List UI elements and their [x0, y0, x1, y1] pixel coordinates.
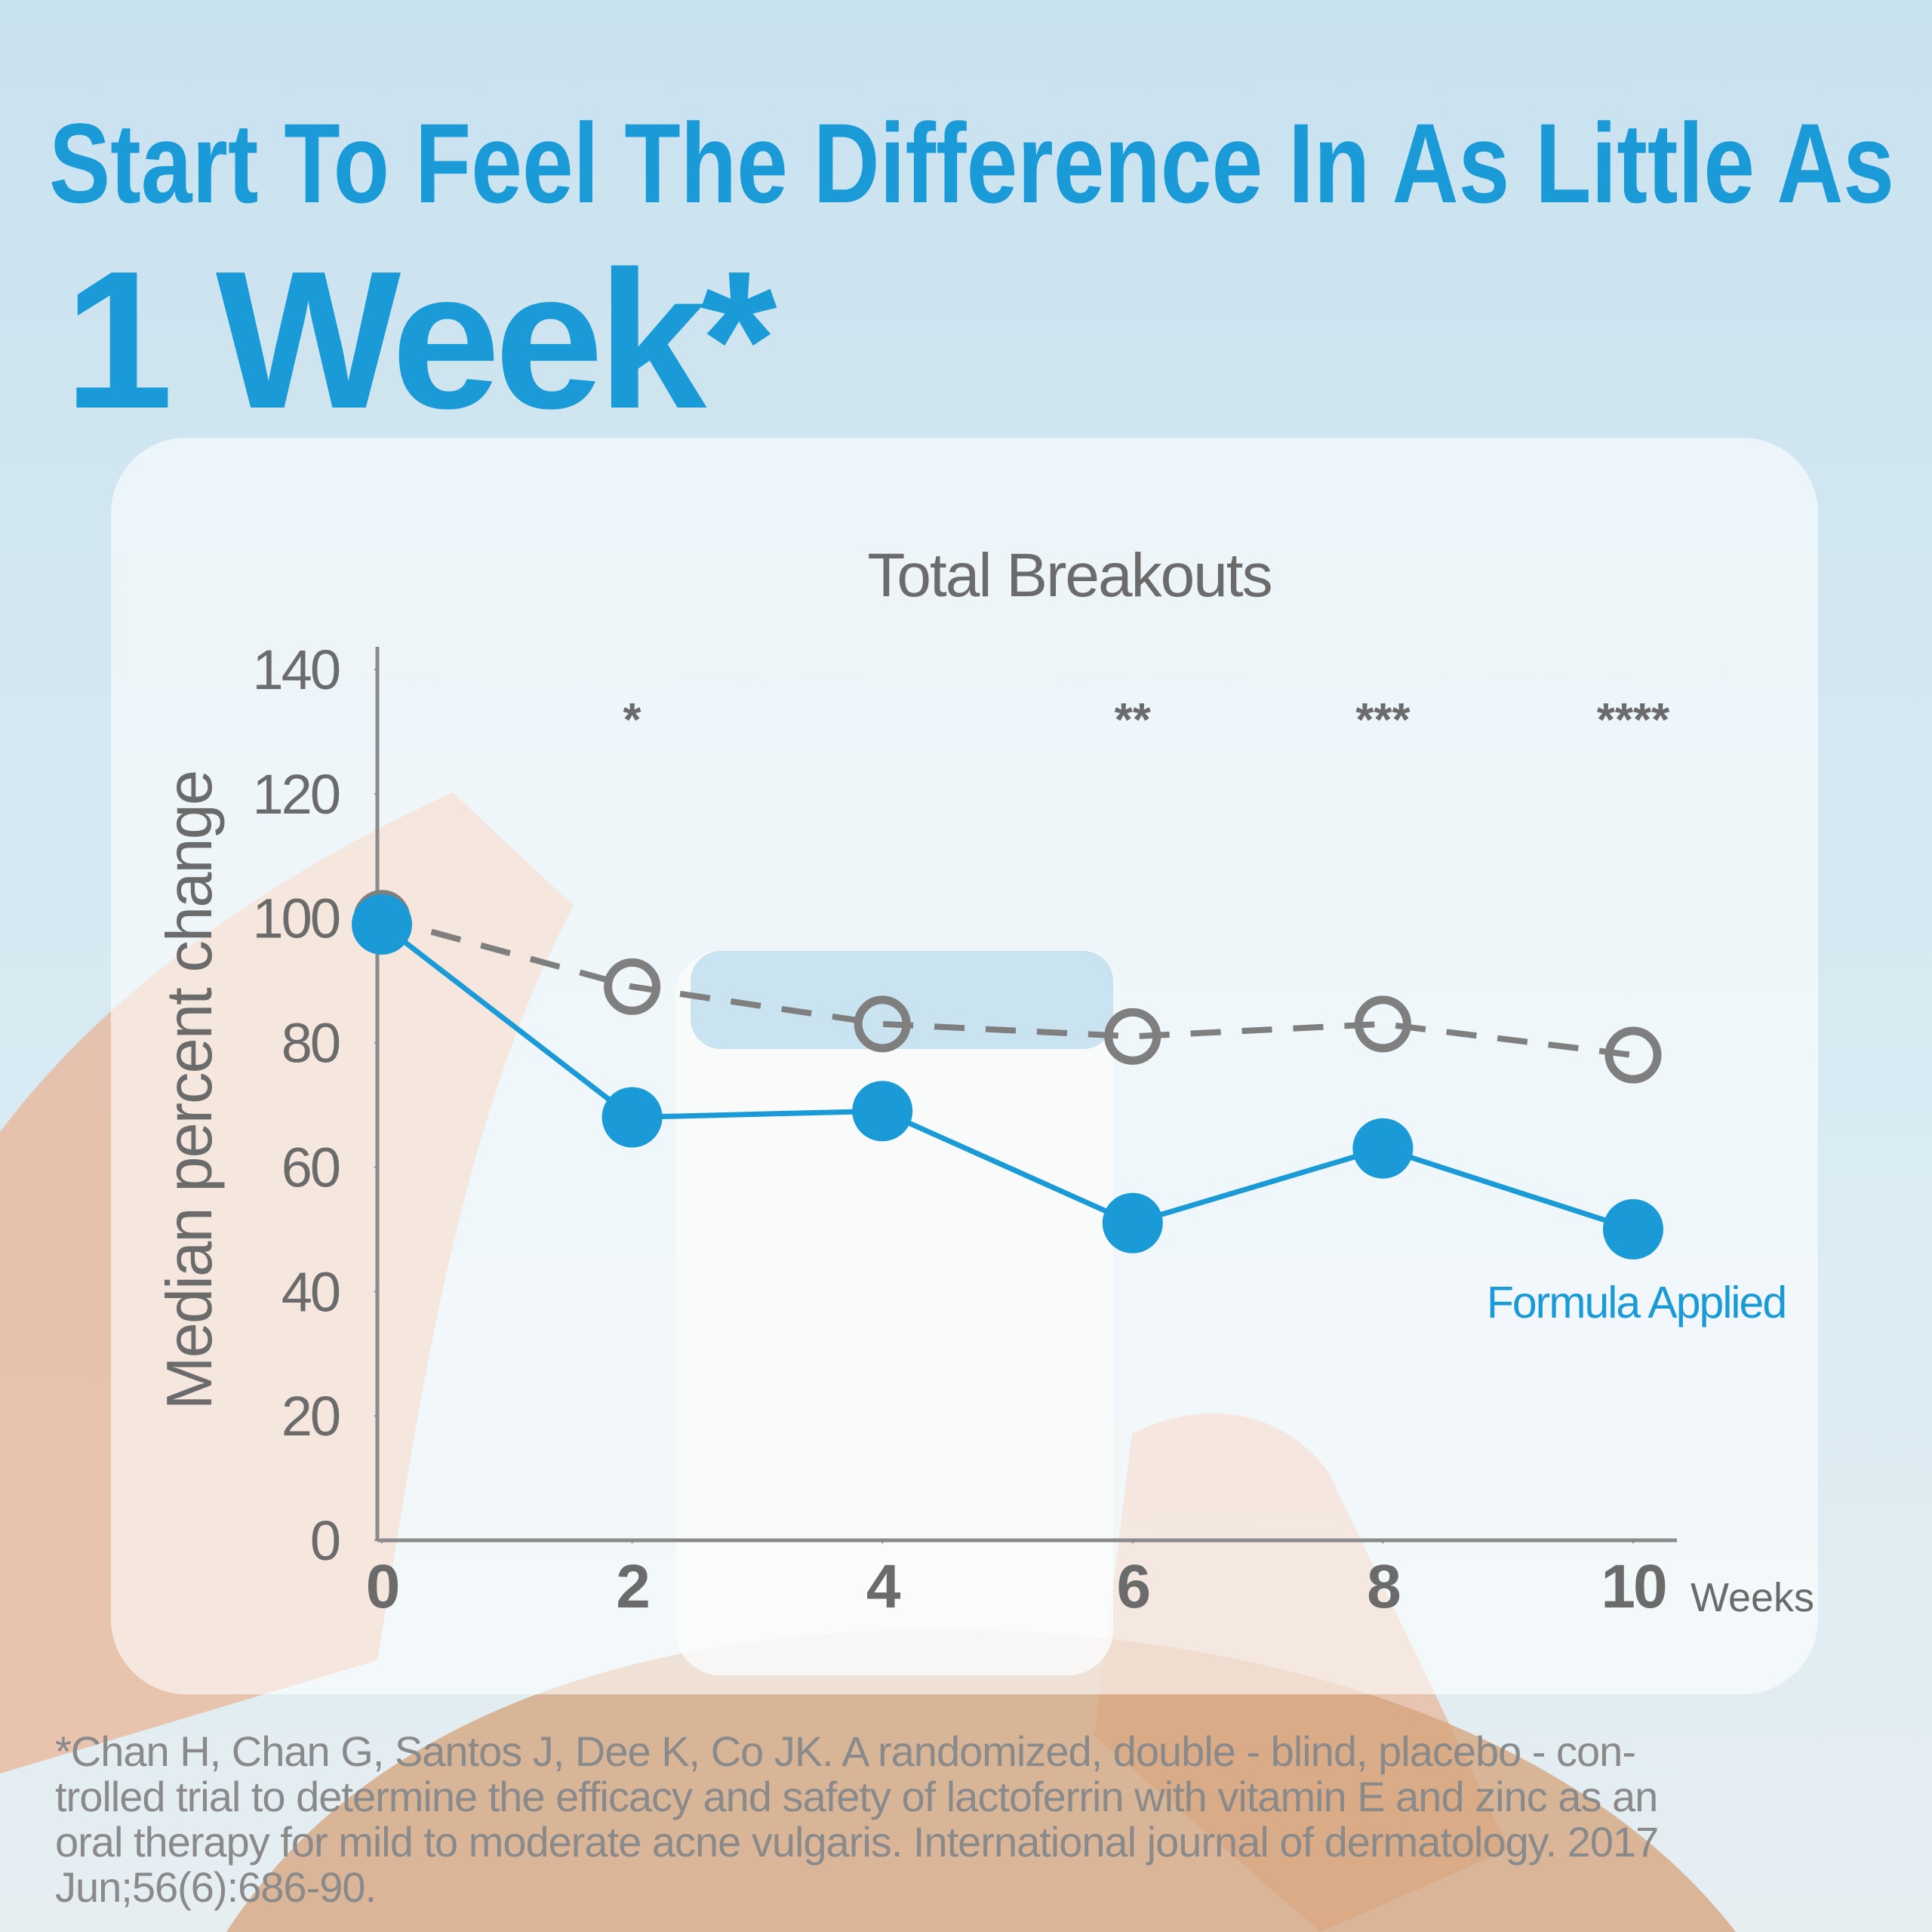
significance-mark: ****: [1597, 694, 1670, 746]
series-marker: [1104, 1008, 1161, 1065]
series-marker: [1604, 1026, 1662, 1084]
footnote-line: Jun;56(6):686-90.: [55, 1863, 376, 1911]
y-tick-label: 140: [253, 638, 340, 701]
chart-panel: [111, 438, 1818, 1694]
x-tick-label: 8: [1367, 1552, 1400, 1621]
significance-mark: ***: [1355, 694, 1411, 746]
series-label: Formula Applied: [1487, 1278, 1786, 1327]
series-marker: [852, 1081, 913, 1142]
series-marker: [1354, 995, 1411, 1053]
significance-mark: **: [1115, 694, 1152, 746]
series-marker: [604, 958, 661, 1015]
hair: [226, 1629, 1736, 1932]
y-tick-label: 0: [310, 1509, 340, 1572]
y-axis-label: Median percent change: [154, 771, 226, 1410]
series-marker: [1352, 1118, 1414, 1179]
x-tick-label: 10: [1601, 1552, 1666, 1621]
series-marker: [601, 1087, 663, 1148]
series-marker: [1102, 1192, 1163, 1254]
y-tick-label: 20: [281, 1385, 340, 1447]
headline-emphasis: 1 Week*: [64, 231, 777, 450]
x-tick-label: 4: [866, 1552, 901, 1621]
series-line: [380, 922, 1635, 1232]
footnote-line: trolled trial to determine the efficacy …: [55, 1773, 1657, 1820]
series-marker: [1603, 1198, 1663, 1260]
footnote-line: *Chan H, Chan G, Santos J, Dee K, Co JK.…: [55, 1727, 1635, 1775]
chart-title: Total Breakouts: [867, 541, 1271, 610]
significance-mark: *: [623, 694, 642, 746]
y-tick-label: 80: [281, 1012, 340, 1075]
y-tick-label: 60: [281, 1136, 340, 1198]
series-line: [380, 915, 1634, 1059]
y-tick-label: 40: [281, 1260, 340, 1323]
footnote-line: oral therapy for mild to moderate acne v…: [55, 1818, 1658, 1866]
series-marker: [854, 995, 911, 1053]
x-axis-label: Weeks: [1690, 1575, 1814, 1620]
y-tick-label: 120: [253, 763, 340, 826]
x-tick-label: 0: [366, 1552, 398, 1621]
y-tick-label: 100: [253, 888, 340, 950]
x-tick-label: 6: [1116, 1552, 1149, 1621]
footnote: *Chan H, Chan G, Santos J, Dee K, Co JK.…: [55, 1727, 1659, 1911]
series-marker: [352, 894, 412, 955]
headline: Start To Feel The Difference In As Littl…: [49, 100, 1894, 226]
x-tick-label: 2: [616, 1552, 648, 1621]
